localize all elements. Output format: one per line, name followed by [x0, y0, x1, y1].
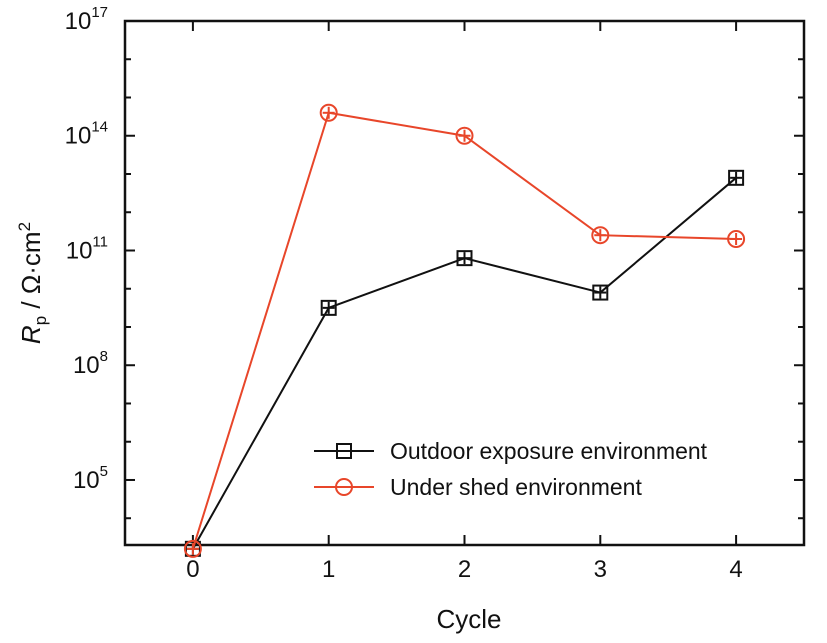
- y-tick-label: 108: [73, 348, 108, 379]
- data-point: [727, 230, 746, 249]
- y-tick-label-base: 10: [73, 467, 100, 494]
- legend-label: Under shed environment: [390, 474, 642, 500]
- x-axis-title: Cycle: [436, 604, 501, 634]
- x-tick-label: 3: [594, 556, 607, 583]
- x-tick-label: 2: [458, 556, 471, 583]
- y-tick-label: 1017: [65, 4, 108, 35]
- x-tick-label: 0: [186, 556, 199, 583]
- y-tick-label-exponent: 17: [91, 4, 108, 21]
- data-point-marker: [320, 299, 337, 316]
- y-tick-label-base: 10: [66, 237, 93, 264]
- data-point-marker: [319, 103, 338, 122]
- y-tick-label: 1014: [65, 119, 108, 150]
- data-point-marker: [728, 169, 745, 186]
- legend-marker: [336, 443, 352, 459]
- data-point: [728, 169, 745, 186]
- y-axis-title-subscript: p: [31, 316, 50, 325]
- y-tick-label: 1011: [66, 233, 108, 264]
- data-point-marker: [456, 250, 473, 267]
- y-tick-label-base: 10: [73, 352, 100, 379]
- legend-item: Outdoor exposure environment: [314, 438, 708, 464]
- y-tick-label: 105: [73, 463, 108, 494]
- x-tick-label: 4: [729, 556, 742, 583]
- y-tick-label-exponent: 11: [92, 233, 108, 250]
- y-tick-label-exponent: 14: [91, 119, 108, 136]
- y-tick-label-exponent: 5: [100, 463, 108, 480]
- y-axis-title: Rp / Ω·cm2: [15, 222, 50, 344]
- x-tick-label: 1: [322, 556, 335, 583]
- legend-label: Outdoor exposure environment: [390, 438, 708, 464]
- data-point-marker: [592, 284, 609, 301]
- data-point: [592, 284, 609, 301]
- legend-item: Under shed environment: [314, 474, 642, 500]
- data-point-marker: [591, 226, 610, 245]
- data-point-marker: [455, 126, 474, 145]
- y-axis-title-base: R: [16, 325, 46, 344]
- svg-text:Rp / Ω·cm2: Rp / Ω·cm2: [15, 222, 50, 344]
- data-point-marker: [183, 539, 202, 558]
- y-axis-title-unit: / Ω·cm: [16, 231, 46, 315]
- data-point: [456, 250, 473, 267]
- legend-marker: [335, 478, 353, 496]
- data-point: [455, 126, 474, 145]
- data-point: [320, 299, 337, 316]
- y-axis-title-superscript: 2: [15, 222, 34, 231]
- plot-frame: [123, 19, 806, 547]
- data-point-marker: [727, 230, 746, 249]
- data-point: [183, 539, 202, 558]
- data-point: [319, 103, 338, 122]
- y-tick-label-base: 10: [65, 8, 92, 35]
- y-tick-label-base: 10: [65, 123, 92, 150]
- legend: Outdoor exposure environment Under shed e…: [314, 438, 708, 500]
- data-point: [591, 226, 610, 245]
- y-tick-label-exponent: 8: [100, 348, 108, 365]
- series-under-shed: [183, 103, 746, 558]
